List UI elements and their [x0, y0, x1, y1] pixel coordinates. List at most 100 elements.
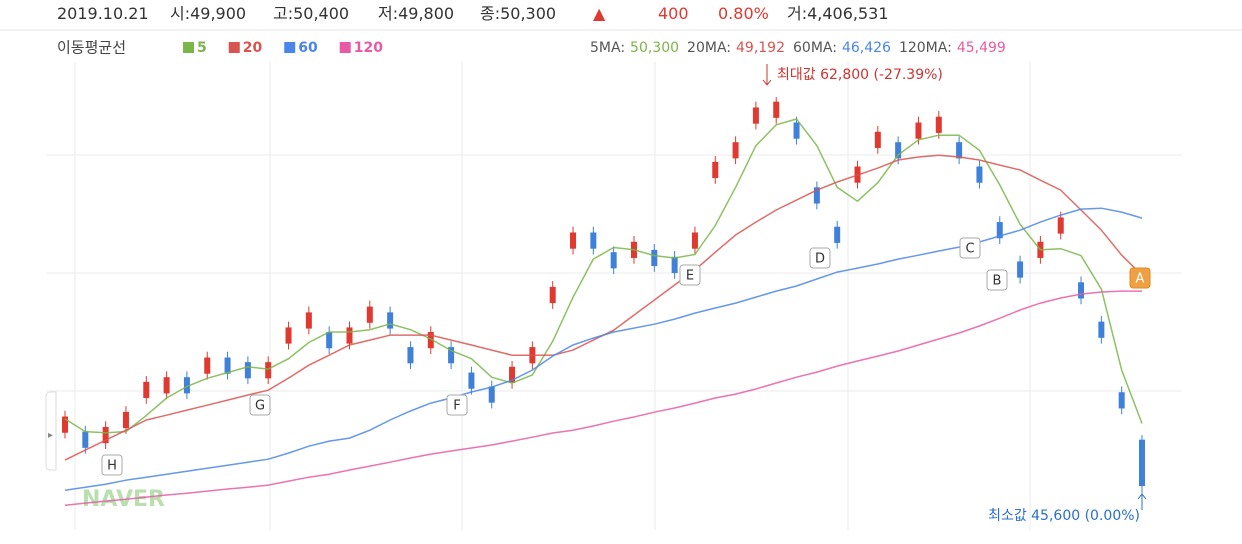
marker-label: G — [255, 399, 265, 414]
candle-body — [265, 362, 272, 379]
marker-label: D — [815, 252, 825, 267]
ma-line — [64, 290, 1142, 506]
legend-swatch — [284, 42, 296, 53]
candle-body — [813, 187, 820, 204]
high: 고:50,400 — [273, 4, 349, 23]
candle-body — [570, 232, 577, 249]
candle-body — [1057, 217, 1064, 234]
candle-body — [752, 107, 759, 124]
marker-box — [959, 237, 981, 259]
legend-label: 20 — [243, 40, 263, 56]
marker-label: B — [993, 274, 1002, 289]
candle-body — [102, 426, 109, 444]
candle-body — [915, 122, 922, 139]
candle-body — [1139, 439, 1145, 487]
candle-body — [773, 101, 780, 118]
max-annotation: 최대값 62,800 (-27.39%) — [777, 67, 943, 83]
candle-body — [712, 161, 719, 179]
candle-body — [1098, 321, 1105, 338]
ma-line — [64, 118, 1143, 434]
candle-body — [956, 142, 963, 159]
open: 시:49,900 — [170, 4, 246, 23]
legend-label: 5 — [197, 40, 207, 56]
candle-body — [1017, 261, 1024, 278]
candle-body — [183, 377, 190, 394]
candle-body — [549, 286, 556, 304]
header: 2019.10.21 시:49,900 고:50,400 저:49,800 종:… — [57, 4, 889, 23]
change: 400 — [658, 4, 689, 23]
candle-body — [387, 312, 394, 329]
candle-body — [793, 122, 800, 139]
candle-body — [305, 312, 312, 329]
candle-body — [244, 362, 251, 379]
marker-box — [101, 454, 123, 476]
min-annotation: 최소값 45,600 (0.00%) — [988, 508, 1140, 524]
candle-body — [488, 386, 495, 403]
max-arrow — [762, 64, 772, 86]
candle-body — [976, 166, 983, 183]
side-handle-icon[interactable]: ▸ — [48, 430, 53, 441]
candle-body — [590, 232, 597, 249]
candle-body — [346, 327, 353, 344]
candle-body — [143, 381, 150, 399]
candle-body — [468, 372, 475, 389]
ma-label: 20MA: — [687, 40, 731, 56]
marker-label: F — [453, 399, 460, 414]
candle-body — [224, 357, 231, 374]
candle-body — [366, 306, 373, 323]
marker-box — [986, 269, 1008, 291]
marker-label: H — [107, 459, 117, 474]
candle-body — [448, 347, 455, 364]
candle-body — [671, 256, 678, 274]
candle-body — [834, 226, 841, 243]
candle-body — [163, 377, 170, 394]
grid — [0, 29, 1242, 530]
candle-body — [122, 411, 129, 429]
candle-body — [204, 357, 211, 374]
candle-body — [874, 131, 881, 148]
candle-body — [691, 232, 698, 249]
volume: 거:4,406,531 — [787, 4, 889, 23]
candle-body — [651, 249, 658, 267]
marker-label: E — [686, 269, 694, 284]
change-sign: ▲ — [593, 4, 606, 23]
marker-box — [679, 264, 701, 286]
candle-body — [1078, 282, 1085, 299]
candle-body — [895, 142, 902, 159]
candle-body — [935, 116, 942, 133]
marker-label: A — [1136, 272, 1145, 287]
legend-swatch — [228, 42, 240, 53]
marker-box — [446, 394, 468, 416]
legend-swatch — [339, 42, 351, 53]
ma-label: 60MA: — [793, 40, 837, 56]
ma-label: 120MA: — [899, 40, 952, 56]
marker-box — [809, 247, 831, 269]
ma-value: 45,499 — [957, 40, 1006, 56]
ma-label: 5MA: — [590, 40, 625, 56]
marker-label: C — [965, 242, 974, 257]
change-pct: 0.80% — [718, 4, 769, 23]
candle-body — [996, 222, 1003, 239]
legend-label: 120 — [354, 40, 383, 56]
candle-body — [285, 327, 292, 344]
candle-body — [610, 252, 617, 269]
marker-box — [1129, 267, 1151, 289]
candle-body — [427, 332, 434, 349]
candle-body — [509, 366, 516, 383]
marker-box — [249, 394, 271, 416]
ma-value: 50,300 — [630, 40, 679, 56]
candle-body — [407, 347, 414, 364]
date: 2019.10.21 — [57, 4, 149, 23]
candle-body — [326, 332, 333, 349]
ma-value: 46,426 — [842, 40, 891, 56]
ma-value: 49,192 — [736, 40, 785, 56]
low: 저:49,800 — [378, 4, 454, 23]
candle-body — [732, 142, 739, 159]
legend-label: 60 — [298, 40, 318, 56]
side-handle[interactable] — [45, 391, 57, 471]
close: 종:50,300 — [480, 4, 556, 23]
legend-swatch — [183, 42, 194, 53]
candle-body — [1118, 392, 1125, 409]
